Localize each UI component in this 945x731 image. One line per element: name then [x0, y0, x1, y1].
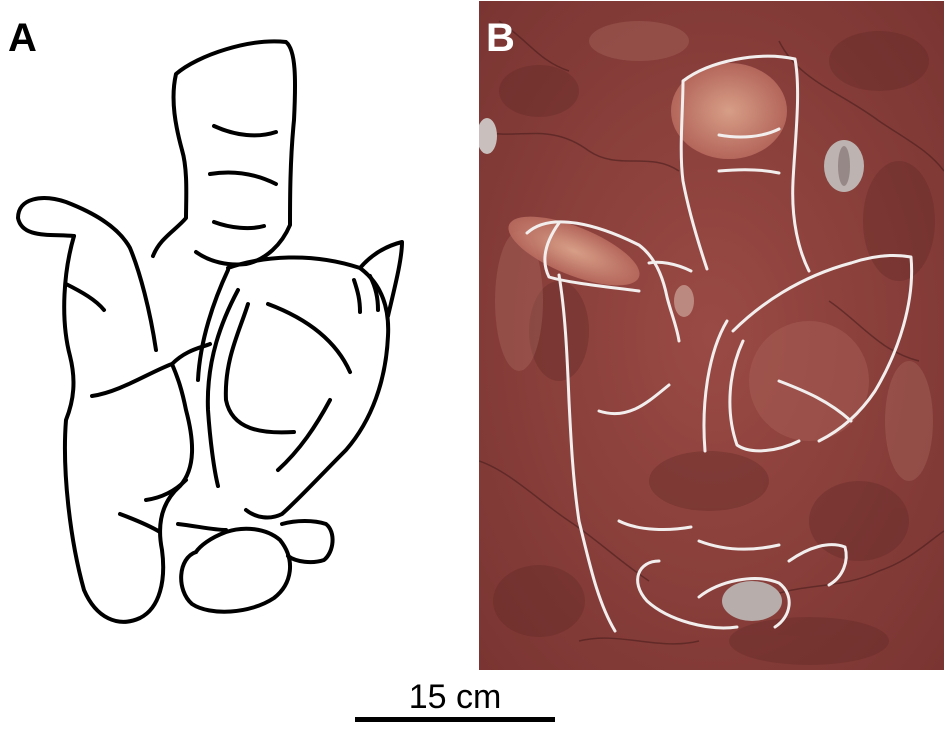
- heel-outline: [62, 234, 194, 624]
- rock-surface: [479, 1, 944, 670]
- heel-crease-2: [144, 478, 188, 502]
- scale-bar-label: 15 cm: [408, 678, 502, 716]
- digit-iv-lower-curve: [276, 398, 332, 472]
- panel-b-label: B: [486, 16, 515, 60]
- heel-crease: [170, 342, 212, 366]
- digit-ii-outline: [16, 196, 158, 352]
- digit-ii-inner: [64, 282, 106, 312]
- digit-iii-outline: [151, 39, 298, 267]
- digit-iv-claw-line-1: [368, 274, 380, 312]
- digit-iii-crease-3: [212, 220, 266, 231]
- toe-pad-left: [179, 526, 293, 614]
- digit-iv-inner-arc: [223, 302, 296, 435]
- digit-iv-side-stroke: [196, 268, 230, 382]
- toe-pad-right: [280, 519, 335, 565]
- pad-crease-1: [118, 512, 162, 534]
- fossil-trackway-photo: [479, 1, 944, 670]
- digit-iv-outline: [226, 255, 391, 520]
- panel-a-label: A: [8, 16, 37, 60]
- digit-iii-crease-2: [208, 170, 278, 186]
- digit-iii-crease-1: [212, 124, 278, 138]
- scale-bar: [355, 717, 555, 722]
- digit-iv-claw: [358, 240, 404, 318]
- digit-iv-claw-line-2: [352, 278, 362, 314]
- pad-crease-2: [176, 522, 228, 532]
- footprint-outline-drawing: [16, 39, 404, 624]
- digit-iv-inner-stroke: [205, 288, 240, 488]
- digit-iv-inner-curve: [266, 302, 352, 374]
